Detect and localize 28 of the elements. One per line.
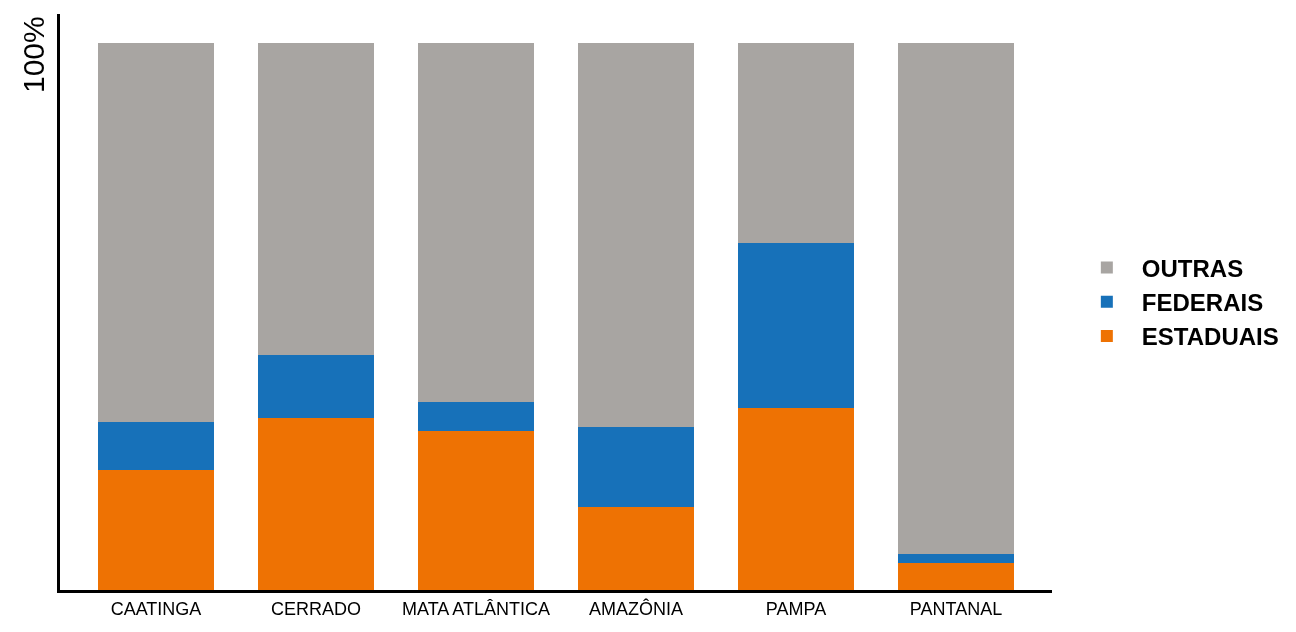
bar <box>98 42 214 423</box>
bar <box>258 355 374 419</box>
bar <box>578 427 694 508</box>
bar <box>738 242 854 408</box>
bar <box>578 507 694 590</box>
y-axis-title: 100% <box>17 16 50 93</box>
x-tick-label: MATA ATLÂNTICA <box>401 598 551 619</box>
bar <box>98 469 214 590</box>
bar <box>98 422 214 470</box>
bar <box>258 418 374 590</box>
x-tick-label: AMAZÔNIA <box>588 597 684 619</box>
bar <box>418 431 534 590</box>
x-tick-label: CERRADO <box>270 598 362 619</box>
x-tick-label: PANTANAL <box>909 598 1003 619</box>
bar <box>898 553 1014 563</box>
x-tick-label: PAMPA <box>765 598 827 619</box>
bar <box>578 42 694 428</box>
bar <box>898 562 1014 590</box>
bar <box>738 407 854 590</box>
bar <box>418 42 534 402</box>
bar <box>898 42 1014 554</box>
legend-label: ESTADUAIS <box>1141 323 1279 351</box>
bar <box>258 42 374 356</box>
bar <box>738 42 854 243</box>
legend-label: OUTRAS <box>1141 254 1244 282</box>
bar <box>418 401 534 432</box>
x-tick-label: CAATINGA <box>110 598 202 619</box>
legend-label: FEDERAIS <box>1141 289 1264 317</box>
